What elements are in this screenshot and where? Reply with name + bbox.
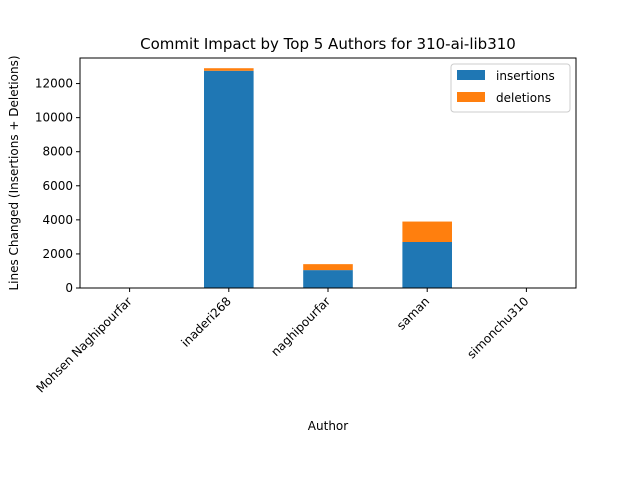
bars-layer xyxy=(204,68,452,289)
bar-insertions-saman xyxy=(402,242,452,288)
y-axis-label: Lines Changed (Insertions + Deletions) xyxy=(7,55,21,290)
x-tick-label-naghipourfar: naghipourfar xyxy=(268,294,333,359)
y-tick-label: 10000 xyxy=(35,111,73,125)
plot-frame xyxy=(79,57,577,289)
bar-deletions-naghipourfar xyxy=(303,264,353,271)
y-tick-label: 8000 xyxy=(42,145,73,159)
legend-swatch-insertions xyxy=(457,70,485,80)
legend-label-insertions: insertions xyxy=(496,69,555,83)
y-axis: 0 2000 4000 6000 8000 10000 12000 xyxy=(35,77,80,295)
y-tick-label: 6000 xyxy=(42,179,73,193)
x-axis: Mohsen Naghipourfar inaderi268 naghipourfa… xyxy=(33,288,532,396)
chart-title: Commit Impact by Top 5 Authors for 310-a… xyxy=(140,35,516,53)
x-tick-label-inaderi268: inaderi268 xyxy=(178,294,233,349)
bar-insertions-naghipourfar xyxy=(303,270,353,288)
bar-deletions-saman xyxy=(402,221,452,242)
legend: insertions deletions xyxy=(450,63,571,113)
y-tick-label: 12000 xyxy=(35,77,73,91)
legend-label-deletions: deletions xyxy=(496,91,551,105)
x-tick-label-saman: saman xyxy=(394,294,432,332)
y-tick-label: 0 xyxy=(65,281,73,295)
x-tick-label-simonchu310: simonchu310 xyxy=(464,294,531,361)
y-tick-label: 2000 xyxy=(42,247,73,261)
bar-insertions-inaderi268 xyxy=(204,70,254,289)
bar-deletions-inaderi268 xyxy=(204,68,254,71)
legend-swatch-deletions xyxy=(457,92,485,102)
x-tick-label-mohsen-naghipourfar: Mohsen Naghipourfar xyxy=(33,294,134,395)
x-axis-label: Author xyxy=(308,419,348,433)
y-tick-label: 4000 xyxy=(42,213,73,227)
